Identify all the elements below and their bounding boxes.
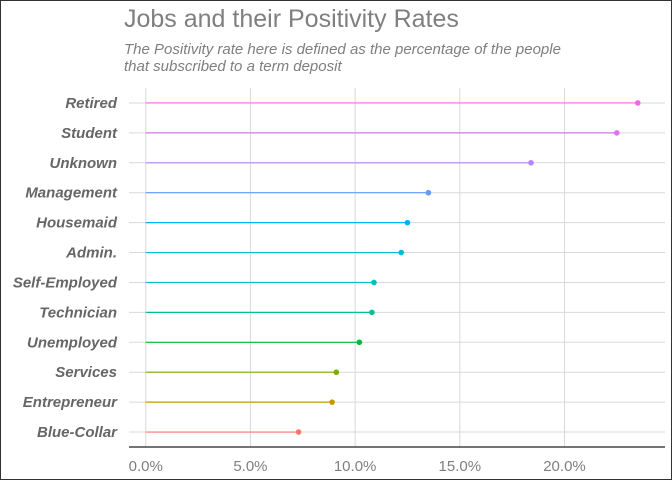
y-tick-label: Unknown <box>50 155 118 172</box>
y-tick-label: Blue-Collar <box>37 424 118 441</box>
y-tick-label: Services <box>55 364 117 381</box>
y-tick-label: Technician <box>39 304 117 321</box>
y-tick-label: Entrepreneur <box>23 394 118 411</box>
lollipop-point <box>356 339 363 346</box>
y-tick-label: Student <box>61 125 118 142</box>
y-tick-label: Retired <box>65 95 118 112</box>
x-tick-label: 20.0% <box>543 458 586 475</box>
y-tick-label: Housemaid <box>36 215 118 232</box>
x-tick-label: 0.0% <box>129 458 163 475</box>
y-tick-label: Unemployed <box>27 334 118 351</box>
x-tick-label: 10.0% <box>334 458 377 475</box>
lollipop-point <box>528 159 534 166</box>
lollipop-point <box>329 399 335 405</box>
lollipop-point <box>371 279 377 286</box>
lollipop-point <box>295 429 302 435</box>
y-tick-label: Admin. <box>65 245 117 262</box>
lollipop-point <box>369 309 375 316</box>
lollipop-point <box>398 249 404 256</box>
chart-subtitle: The Positivity rate here is defined as t… <box>124 41 561 75</box>
lollipop-point <box>614 130 620 136</box>
lollipop-point <box>425 189 432 196</box>
chart-title: Jobs and their Positivity Rates <box>124 5 459 33</box>
y-tick-label: Management <box>25 185 118 202</box>
lollipop-point <box>404 219 411 226</box>
lollipop-point <box>634 100 641 106</box>
lollipop-point <box>333 369 340 376</box>
x-tick-label: 15.0% <box>439 458 482 475</box>
x-tick-label: 5.0% <box>233 458 267 475</box>
y-tick-label: Self-Employed <box>13 274 118 291</box>
